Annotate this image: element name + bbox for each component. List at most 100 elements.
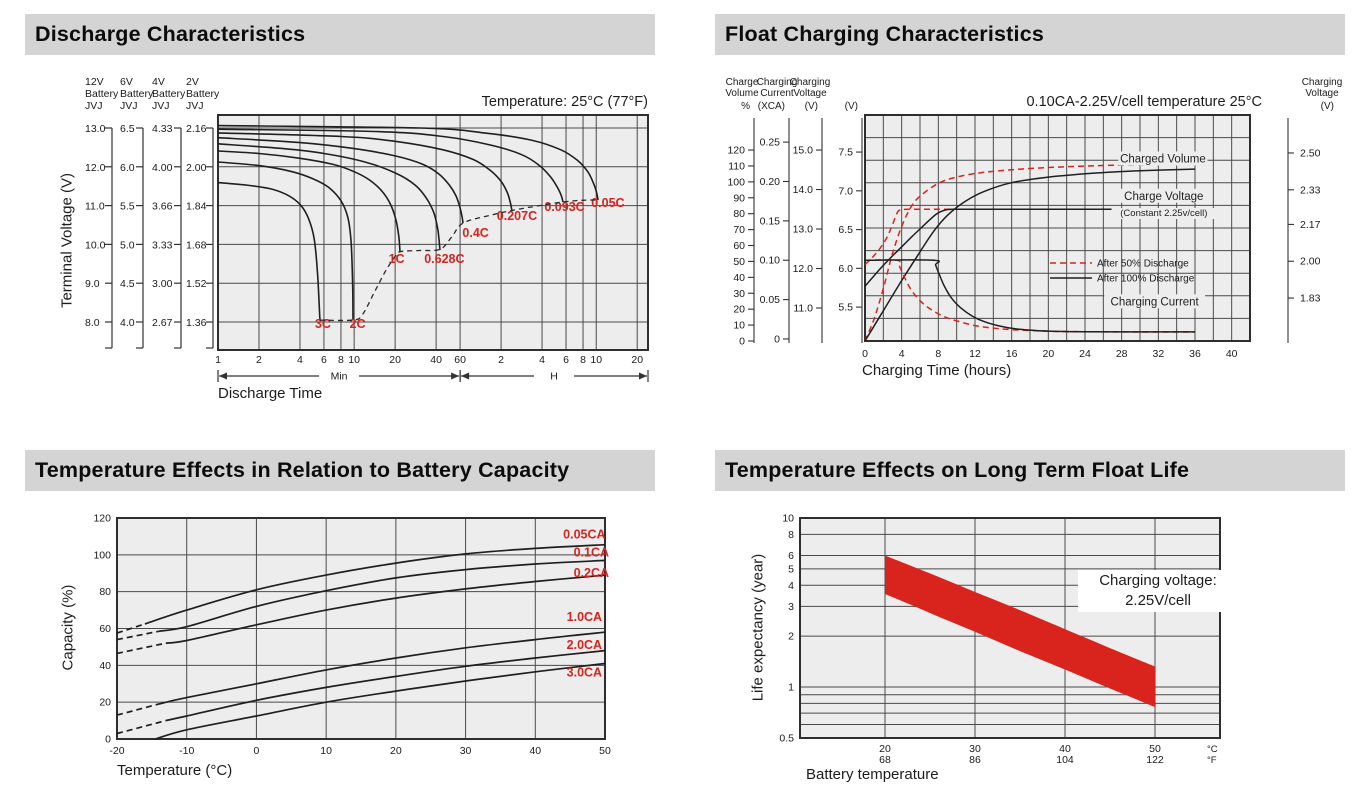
y-tick-label: 6.0 (838, 263, 853, 275)
curve-0.05CA-dashed (116, 623, 146, 634)
y-tick-label: 8 (788, 529, 794, 541)
arrowhead-right (639, 372, 647, 380)
charging-voltage-annotation-line2: 2.25V/cell (1125, 591, 1191, 609)
curve-2.0CA (165, 649, 606, 722)
x-tick-label: 4 (539, 354, 545, 366)
y-tick-label: 1.36 (186, 317, 207, 329)
curve-0.628C (217, 143, 441, 251)
y-tick-label: 15.0 (793, 145, 814, 157)
x-tick-label-fahrenheit: 104 (1056, 754, 1074, 766)
curve-0.2CA (165, 574, 606, 645)
curve-2.0CA-dashed (116, 719, 167, 735)
y-tick-label: 120 (727, 145, 745, 157)
y-tick-label: 40 (733, 272, 745, 284)
y-tick-label: 2.50 (1300, 147, 1321, 159)
in-plot-label: Charging Current (1111, 296, 1200, 308)
panel-title-float-life: Temperature Effects on Long Term Float L… (715, 450, 1345, 491)
x-tick-label-celsius: 40 (1059, 743, 1071, 755)
scale-header: 6V (120, 76, 133, 88)
y-tick-label: 0 (774, 333, 780, 345)
curve-2C (217, 161, 354, 320)
scale-header: Charge (726, 77, 759, 88)
curve-label-0.05CA: 0.05CA (563, 527, 605, 541)
x-tick-label-celsius: 20 (879, 743, 891, 755)
curve-1.0CA (158, 631, 606, 705)
temperature-note: Temperature: 25°C (77°F) (481, 94, 648, 110)
legend-label: After 50% Discharge (1097, 259, 1189, 270)
x-tick-label: 20 (1042, 348, 1054, 360)
curve-label-0.093C: 0.093C (544, 200, 584, 214)
scale-header: 2V (186, 76, 199, 88)
y-tick-label: 8.0 (85, 317, 100, 329)
curve-label-3C: 3C (315, 317, 331, 331)
y-tick-label: 1.68 (186, 239, 207, 251)
scale-header: Volume (725, 88, 759, 99)
voltage-scale-ruler (206, 127, 214, 349)
scale-header: JVJ (120, 100, 138, 112)
label-backing (1119, 188, 1209, 203)
y-tick-label: 4.5 (120, 278, 135, 290)
life-expectancy-band (885, 555, 1155, 708)
curve-3C (217, 181, 321, 320)
discharge-chart: 1 2 4 6 8 10 20 40 60 2 4 6 8 10 2012VBatteryJVJ13.012… (85, 76, 649, 383)
in-plot-label: Charged Volume (1120, 153, 1206, 165)
y-tick-label: 100 (727, 176, 745, 188)
curve-1C (217, 150, 401, 252)
curve-label-0.2CA: 0.2CA (574, 566, 609, 580)
x-tick-label: 8 (580, 354, 586, 366)
y-tick-label: 6.5 (120, 123, 135, 135)
curve-label-2C: 2C (350, 317, 366, 331)
y-tick-label: 120 (93, 513, 111, 525)
y-tick-label: 0.25 (760, 137, 781, 149)
scale-header: 4V (152, 76, 165, 88)
curve-label-0.1CA: 0.1CA (574, 546, 609, 560)
scale-ruler-v12 (816, 118, 823, 343)
plot-border (799, 517, 1221, 739)
y-tick-label: 1 (788, 682, 794, 694)
x-axis-label-float-charging: Charging Time (hours) (862, 362, 1012, 379)
y-tick-label: 3 (788, 601, 794, 613)
x-tick-label-celsius: 50 (1149, 743, 1161, 755)
end-of-discharge-dashed-line (319, 199, 599, 322)
x-tick-label: 4 (899, 348, 905, 360)
y-tick-label: 2.16 (186, 123, 207, 135)
y-tick-label: 10.0 (85, 239, 106, 251)
capacity-chart: 0 20 40 60 80 100 120 -20 -10 0 10 20 30 40 50 0.05CA 0.… (93, 513, 611, 758)
scale-unit: (V) (805, 101, 818, 112)
x-tick-label: 40 (430, 354, 442, 366)
scale-ruler-pct (748, 118, 755, 343)
y-tick-label: 20 (733, 304, 745, 316)
x-tick-label: 50 (599, 745, 611, 757)
y-tick-label: 80 (99, 586, 111, 598)
curve-0.093C (217, 128, 564, 203)
scale-header: Charging (790, 77, 831, 88)
label-backing (1104, 294, 1206, 309)
y-tick-label: 2.67 (152, 317, 173, 329)
y-tick-label: 11.0 (85, 201, 105, 213)
x-tick-label: 28 (1116, 348, 1128, 360)
scale-header: Charging (757, 77, 798, 88)
x-tick-label: 24 (1079, 348, 1091, 360)
charging-voltage-annotation: Charging voltage: 2.25V/cell (1078, 570, 1238, 612)
x-tick-label: 6 (563, 354, 569, 366)
y-tick-label: 4.0 (120, 317, 135, 329)
y-tick-label: 50 (733, 256, 745, 268)
curve-0.207C (217, 132, 513, 211)
scale-unit: (XCA) (758, 101, 785, 112)
x-tick-label: 10 (348, 354, 360, 366)
x-tick-label: 1 (215, 354, 221, 366)
x-tick-label-fahrenheit: 68 (879, 754, 891, 766)
curve-3.0CA (155, 662, 606, 740)
time-range-brackets (217, 370, 649, 382)
x-tick-label: 8 (338, 354, 344, 366)
y-tick-label: 10 (782, 513, 794, 525)
scale-header: Battery (85, 88, 119, 100)
y-tick-label: 13.0 (85, 123, 106, 135)
y-tick-label: 2.33 (1300, 184, 1321, 196)
curve-label-0.4C: 0.4C (462, 226, 488, 240)
y-tick-label: 40 (99, 660, 111, 672)
scale-header: Battery (186, 88, 220, 100)
x-tick-label: 10 (320, 745, 332, 757)
unit-label-celsius: °C (1207, 744, 1218, 755)
